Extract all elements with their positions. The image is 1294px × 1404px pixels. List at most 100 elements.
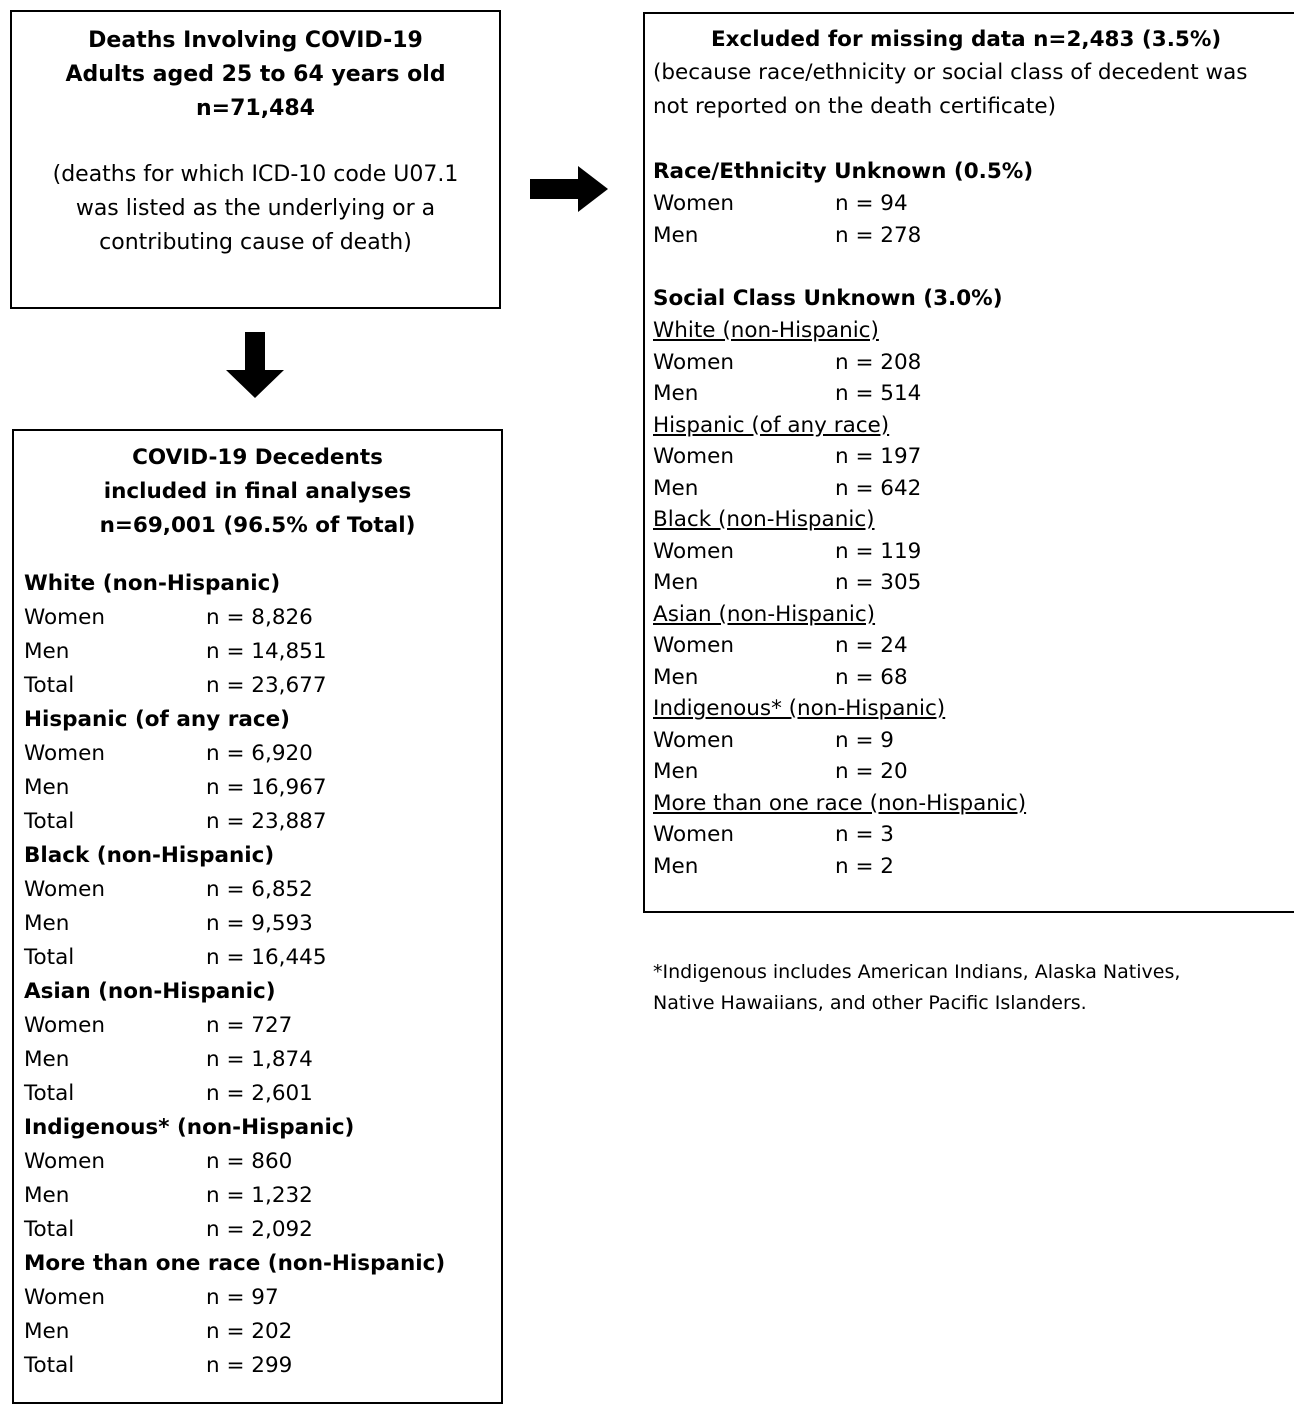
excluded-note-line-2: not reported on the death certificate) [653, 94, 1056, 119]
row-value: n = 3 [835, 822, 894, 847]
row-value: n = 2,601 [206, 1081, 313, 1106]
group-row: Total n = 299 [24, 1349, 491, 1383]
group-row: Total n = 2,601 [24, 1077, 491, 1111]
row-value: n = 2 [835, 853, 894, 879]
group-heading: Indigenous* (non-Hispanic) [24, 1115, 355, 1140]
row-label: Women [653, 349, 734, 375]
group-row: Men n = 16,967 [24, 771, 491, 805]
race-unknown-row: Men n = 278 [653, 220, 1294, 252]
class-unknown-row: Men n = 514 [653, 378, 1294, 410]
group-row: Men n = 1,232 [24, 1179, 491, 1213]
total-deaths-box: Deaths Involving COVID-19 Adults aged 25… [10, 10, 501, 309]
group-row: Women n = 97 [24, 1281, 491, 1315]
row-value: n = 202 [206, 1319, 293, 1344]
final-analyses-title-line-1: COVID-19 Decedents [132, 445, 383, 470]
group-row: Men n = 14,851 [24, 635, 491, 669]
class-unknown-subgroup: Black (non-Hispanic) [653, 507, 875, 532]
final-group-indigenous: Indigenous* (non-Hispanic) Women n = 860 … [24, 1111, 491, 1247]
final-analyses-title: COVID-19 Decedents included in final ana… [24, 441, 491, 543]
row-label: Men [653, 664, 699, 690]
row-value: n = 23,677 [206, 673, 327, 698]
row-value: n = 197 [835, 444, 922, 469]
excluded-box: Excluded for missing data n=2,483 (3.5%)… [643, 12, 1294, 913]
row-label: Total [24, 809, 75, 834]
row-value: n = 16,967 [206, 775, 327, 800]
final-group-white: White (non-Hispanic) Women n = 8,826 Men n… [24, 567, 491, 703]
row-value: n = 14,851 [206, 639, 327, 664]
arrow-right-icon [530, 166, 608, 212]
row-value: n = 8,826 [206, 605, 313, 630]
class-unknown-subgroup: Indigenous* (non-Hispanic) [653, 696, 946, 721]
row-label: Men [653, 853, 699, 879]
row-label: Total [24, 1353, 75, 1378]
group-row: Total n = 16,445 [24, 941, 491, 975]
row-value: n = 2,092 [206, 1217, 313, 1242]
final-group-multiracial: More than one race (non-Hispanic) Women n… [24, 1247, 491, 1383]
row-value: n = 16,445 [206, 945, 327, 970]
row-value: n = 727 [206, 1013, 293, 1038]
final-analyses-title-line-2: included in final analyses [103, 479, 412, 504]
row-value: n = 68 [835, 664, 908, 690]
row-value: n = 278 [835, 222, 922, 248]
row-value: n = 20 [835, 759, 908, 784]
total-deaths-title-line-3: n=71,484 [196, 96, 315, 121]
final-group-hispanic: Hispanic (of any race) Women n = 6,920 Me… [24, 703, 491, 839]
row-label: Women [24, 605, 105, 630]
row-label: Men [653, 570, 699, 595]
row-label: Women [653, 444, 734, 469]
class-unknown-subgroup: Asian (non-Hispanic) [653, 601, 876, 627]
total-deaths-note-line-1: (deaths for which ICD-10 code U07.1 [52, 162, 459, 187]
class-unknown-row: Men n = 68 [653, 662, 1294, 694]
final-analyses-box: COVID-19 Decedents included in final ana… [12, 429, 503, 1404]
excluded-note-line-1: (because race/ethnicity or social class … [653, 60, 1248, 85]
row-value: n = 97 [206, 1285, 279, 1310]
row-label: Total [24, 945, 75, 970]
row-label: Women [24, 1285, 105, 1310]
group-heading: White (non-Hispanic) [24, 571, 281, 596]
row-value: n = 642 [835, 475, 922, 501]
total-deaths-note-line-2: was listed as the underlying or a [75, 196, 436, 221]
row-value: n = 23,887 [206, 809, 327, 834]
total-deaths-note-line-3: contributing cause of death) [99, 230, 412, 255]
class-unknown-row: Women n = 208 [653, 347, 1294, 379]
group-row: Women n = 6,852 [24, 873, 491, 907]
group-heading: Asian (non-Hispanic) [24, 979, 276, 1004]
class-unknown-row: Women n = 24 [653, 630, 1294, 662]
spacer [653, 124, 1294, 156]
group-row: Women n = 8,826 [24, 601, 491, 635]
final-group-asian: Asian (non-Hispanic) Women n = 727 Men n =… [24, 975, 491, 1111]
group-row: Women n = 6,920 [24, 737, 491, 771]
row-value: n = 514 [835, 381, 922, 406]
row-value: n = 119 [835, 538, 922, 564]
final-analyses-title-line-3: n=69,001 (96.5% of Total) [99, 513, 416, 538]
row-value: n = 24 [835, 633, 908, 658]
row-value: n = 208 [835, 349, 922, 375]
row-label: Women [24, 741, 105, 766]
indigenous-footnote: *Indigenous includes American Indians, A… [653, 957, 1273, 1019]
class-unknown-heading: Social Class Unknown (3.0%) [653, 286, 1003, 311]
class-unknown-row: Women n = 3 [653, 819, 1294, 851]
class-unknown-row: Women n = 9 [653, 725, 1294, 757]
race-unknown-heading: Race/Ethnicity Unknown (0.5%) [653, 159, 1034, 184]
footnote-line-2: Native Hawaiians, and other Pacific Isla… [653, 992, 1087, 1014]
final-group-black: Black (non-Hispanic) Women n = 6,852 Men n… [24, 839, 491, 975]
row-label: Men [653, 475, 699, 501]
group-row: Total n = 2,092 [24, 1213, 491, 1247]
total-deaths-title-line-1: Deaths Involving COVID-19 [88, 28, 423, 53]
class-unknown-subgroup: More than one race (non-Hispanic) [653, 790, 1027, 816]
row-value: n = 1,232 [206, 1183, 313, 1208]
group-heading: More than one race (non-Hispanic) [24, 1251, 446, 1276]
row-label: Men [24, 775, 70, 800]
group-row: Total n = 23,887 [24, 805, 491, 839]
group-heading: Black (non-Hispanic) [24, 843, 275, 868]
class-unknown-subgroup: White (non-Hispanic) [653, 318, 879, 343]
row-label: Men [24, 1047, 70, 1072]
row-label: Women [24, 877, 105, 902]
group-row: Men n = 1,874 [24, 1043, 491, 1077]
row-label: Women [653, 633, 734, 658]
total-deaths-note: (deaths for which ICD-10 code U07.1 was … [26, 158, 485, 260]
class-unknown-subgroup: Hispanic (of any race) [653, 412, 890, 438]
row-label: Men [24, 1183, 70, 1208]
row-label: Men [24, 911, 70, 936]
group-row: Total n = 23,677 [24, 669, 491, 703]
